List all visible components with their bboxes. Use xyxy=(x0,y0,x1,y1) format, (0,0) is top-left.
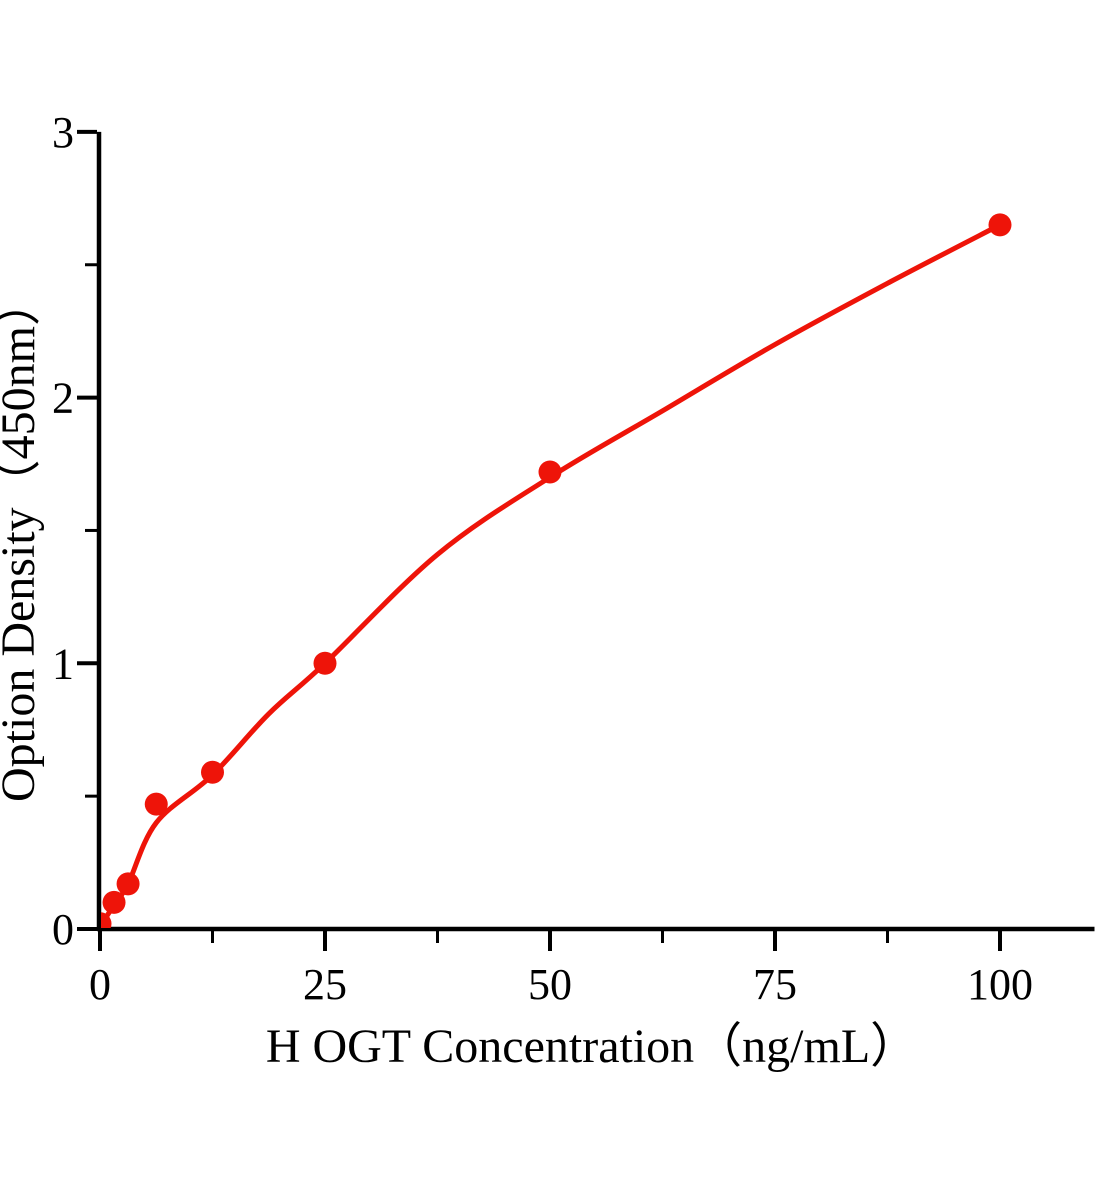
data-point xyxy=(101,912,112,928)
y-tick-label: 3 xyxy=(52,108,74,157)
x-tick-label: 0 xyxy=(89,960,111,1009)
data-point xyxy=(313,651,337,675)
axis-ticks xyxy=(77,129,1002,951)
axes xyxy=(96,131,1095,932)
x-tick-label: 25 xyxy=(303,960,347,1009)
y-tick-label: 1 xyxy=(52,639,74,688)
data-point xyxy=(102,890,126,914)
x-tick-label: 50 xyxy=(528,960,572,1009)
data-point xyxy=(538,460,562,484)
x-tick-label: 100 xyxy=(967,960,1033,1009)
axis-tick-labels: 0 25 50 75 100 0 1 2 3 xyxy=(52,108,1033,1009)
data-point xyxy=(201,760,224,784)
data-point xyxy=(144,792,168,816)
data-point xyxy=(988,213,1012,237)
y-tick-label: 0 xyxy=(52,905,74,954)
x-axis-title: H OGT Concentration（ng/mL） xyxy=(266,1020,918,1073)
y-tick-label: 2 xyxy=(52,374,74,423)
fit-curve-line xyxy=(101,222,1003,928)
data-point xyxy=(116,872,140,896)
x-tick-label: 75 xyxy=(753,960,797,1009)
y-axis-title: Option Density（450nm） xyxy=(0,278,45,802)
plot-area xyxy=(101,213,1012,928)
